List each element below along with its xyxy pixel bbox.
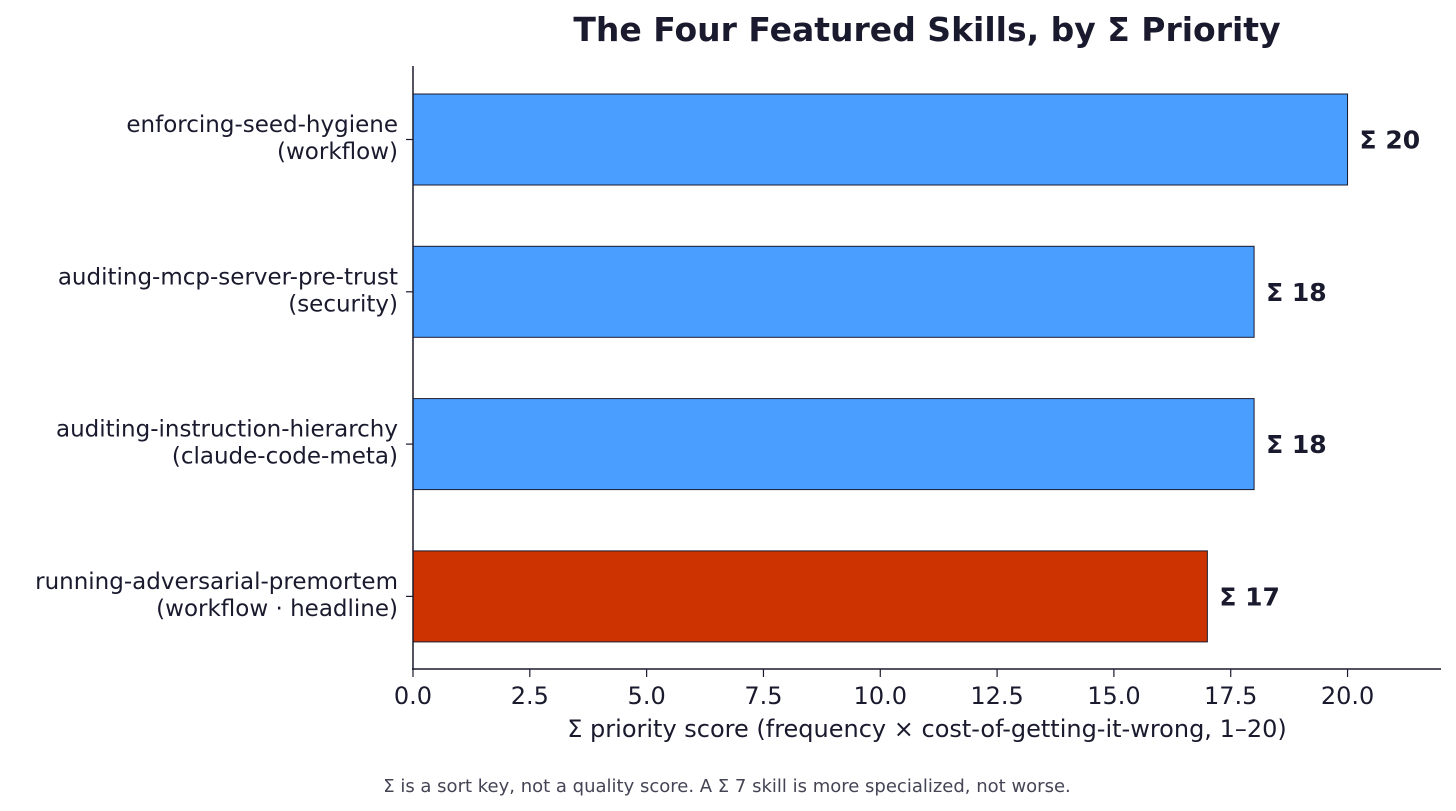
x-tick-label: 0.0 [394,682,432,710]
category-label: (workflow · headline) [156,596,398,622]
category-label: (workflow) [277,139,398,165]
category-label: (security) [288,291,398,317]
category-label: auditing-instruction-hierarchy [56,417,398,443]
x-tick-label: 5.0 [628,682,666,710]
value-labels: Σ 20 Σ 18 Σ 18 Σ 17 [1219,126,1420,612]
x-tick-label: 17.5 [1204,682,1257,710]
x-ticks: 0.0 2.5 5.0 7.5 10.0 12.5 15.0 17.5 20.0 [394,669,1374,710]
value-label: Σ 18 [1266,430,1327,459]
footnote: Σ is a sort key, not a quality score. A … [383,776,1071,797]
x-tick-label: 15.0 [1087,682,1140,710]
bar [412,245,1255,338]
category-label: auditing-mcp-server-pre-trust [58,264,398,290]
x-tick-label: 10.0 [854,682,907,710]
chart-title: The Four Featured Skills, by Σ Priority [573,10,1280,49]
category-label: enforcing-seed-hygiene [126,112,398,138]
category-label: running-adversarial-premortem [35,569,398,595]
x-tick-label: 20.0 [1321,682,1374,710]
value-label: Σ 17 [1219,582,1280,611]
value-label: Σ 20 [1360,126,1421,155]
bar [412,93,1349,186]
x-tick-label: 7.5 [744,682,782,710]
x-tick-label: 12.5 [970,682,1023,710]
x-tick-label: 2.5 [511,682,549,710]
bar [412,398,1255,491]
category-labels: enforcing-seed-hygiene(workflow) auditing… [35,112,413,622]
bar [412,550,1208,643]
x-axis-label: Σ priority score (frequency × cost-of-ge… [567,715,1286,743]
bars-group [412,93,1349,643]
value-label: Σ 18 [1266,278,1327,307]
category-label: (claude-code-meta) [172,444,398,470]
